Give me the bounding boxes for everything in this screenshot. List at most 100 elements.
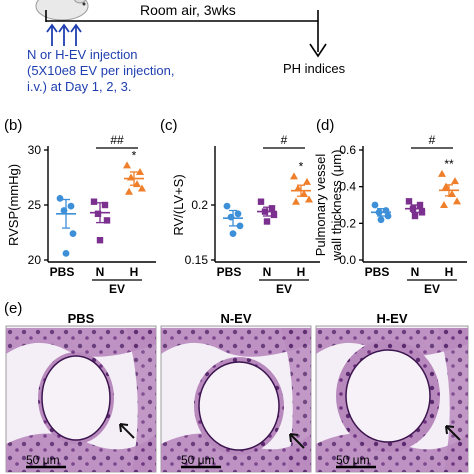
- chart-2: (c) 0.15 0.2 RV/(LV+S) PBS N H EV # *: [160, 117, 320, 296]
- data-point-h-ev: [290, 172, 298, 180]
- injection-arrows: [46, 23, 82, 46]
- histology-panel-3: 50 μm H-EV: [315, 314, 469, 473]
- data-point-h-ev: [453, 197, 461, 205]
- data-point-pbs: [384, 212, 392, 220]
- data-point-h-ev: [440, 201, 448, 208]
- vessel-arrow: [119, 423, 135, 439]
- data-point-h-ev: [294, 184, 302, 192]
- data-point-h-ev: [123, 161, 131, 169]
- mouse-icon: [35, 0, 89, 21]
- category-label: PBS: [365, 265, 390, 279]
- data-point-h-ev: [136, 168, 144, 175]
- panel-letter: (d): [316, 117, 334, 134]
- data-point-n-ev: [101, 201, 109, 209]
- data-point-h-ev: [442, 182, 450, 190]
- injection-line-1: N or H-EV injection: [27, 47, 138, 62]
- data-point-pbs: [377, 216, 385, 224]
- panel-letter: (b): [4, 117, 22, 134]
- data-point-pbs: [56, 195, 64, 202]
- category-label: N: [263, 265, 272, 279]
- timeline-label: Room air, 3wks: [140, 2, 236, 18]
- data-point-pbs: [69, 230, 77, 237]
- histology-panel-2: 50 μm N-EV: [160, 314, 312, 473]
- y-tick-label: 0.6: [339, 143, 356, 157]
- y-tick-label: 0.2: [339, 216, 356, 230]
- category-label: H: [297, 265, 306, 279]
- injection-line-2: (5X10e8 EV per injection,: [27, 63, 175, 78]
- data-point-h-ev: [292, 197, 300, 205]
- tissue-region: [161, 328, 311, 357]
- significance-label: ##: [110, 133, 124, 147]
- panel-letter: (c): [160, 117, 178, 134]
- category-label: H: [130, 265, 139, 279]
- vessel-arrow: [445, 425, 461, 441]
- panel-letter-e: (e): [4, 300, 23, 317]
- data-point-pbs: [229, 230, 237, 237]
- vessel-lumen: [345, 349, 431, 443]
- data-point-n-ev: [270, 211, 278, 219]
- scale-bar-label: 50 μm: [336, 453, 370, 467]
- category-label: H: [445, 265, 454, 279]
- point-mark: *: [299, 159, 304, 173]
- y-tick-label: 25: [28, 198, 42, 212]
- data-point-pbs: [67, 202, 75, 210]
- tissue-region: [316, 433, 468, 472]
- data-point-n-ev: [405, 198, 413, 205]
- scale-bar-label: 50 μm: [26, 453, 60, 467]
- data-point-pbs: [371, 201, 379, 209]
- injection-line-3: i.v.) at Day 1, 2, 3.: [27, 79, 132, 94]
- vessel-arrow-head: [445, 425, 455, 435]
- histology-title: N-EV: [220, 314, 251, 326]
- tissue-region: [6, 328, 156, 357]
- data-point-h-ev: [305, 195, 313, 203]
- category-label: N: [411, 265, 420, 279]
- histology-panel-1: 50 μm PBS: [5, 314, 157, 473]
- group-label: EV: [424, 282, 440, 296]
- data-point-n-ev: [96, 237, 104, 244]
- y-tick-label: 0.0: [339, 253, 356, 267]
- data-point-h-ev: [300, 190, 308, 197]
- y-axis-label-line1: Pulmonary vessel: [313, 154, 328, 257]
- protocol-timeline: [35, 0, 327, 58]
- data-point-h-ev: [125, 187, 133, 195]
- group-label: EV: [276, 282, 292, 296]
- scale-bar-label: 50 μm: [181, 453, 215, 467]
- data-point-h-ev: [138, 184, 146, 192]
- data-point-pbs: [62, 250, 70, 257]
- tissue-region: [6, 433, 156, 472]
- data-point-n-ev: [103, 217, 111, 224]
- vessel-arrow-head: [119, 423, 129, 433]
- y-axis-label-line2: wall thickness (μm): [329, 150, 344, 262]
- histology-title: PBS: [68, 314, 95, 326]
- y-tick-label: 0.15: [185, 253, 209, 267]
- endpoint-arrow: [309, 10, 327, 58]
- data-point-pbs: [236, 222, 244, 230]
- chart-1: (b) 20 25 30 RVSP(mmHg) PBS N H EV ## *: [4, 117, 156, 296]
- data-point-pbs: [223, 202, 231, 210]
- tissue-region: [281, 328, 311, 472]
- endpoint-label: PH indices: [283, 61, 346, 76]
- data-point-n-ev: [257, 198, 265, 205]
- data-point-h-ev: [451, 177, 459, 185]
- group-label: EV: [109, 282, 125, 296]
- significance-label: #: [429, 133, 436, 147]
- data-point-n-ev: [263, 218, 271, 225]
- data-point-n-ev: [90, 198, 98, 205]
- vessel-arrow-head: [289, 433, 299, 443]
- tissue-region: [126, 328, 156, 472]
- y-axis-label: Pulmonary vesselwall thickness (μm): [313, 150, 344, 262]
- category-label: PBS: [50, 265, 75, 279]
- histology-panels: 50 μm PBS 50 μm N-EV 50 μm H-EV: [5, 314, 469, 473]
- category-label: PBS: [217, 265, 242, 279]
- data-point-h-ev: [303, 177, 311, 185]
- significance-label: #: [281, 133, 288, 147]
- histology-title: H-EV: [376, 314, 407, 326]
- y-axis-label: RVSP(mmHg): [6, 164, 21, 246]
- data-point-n-ev: [411, 212, 419, 220]
- y-tick-label: 0.2: [191, 198, 208, 212]
- y-axis-label: RV/(LV+S): [171, 174, 186, 235]
- data-point-pbs: [234, 210, 242, 218]
- vessel-arrow: [289, 433, 305, 449]
